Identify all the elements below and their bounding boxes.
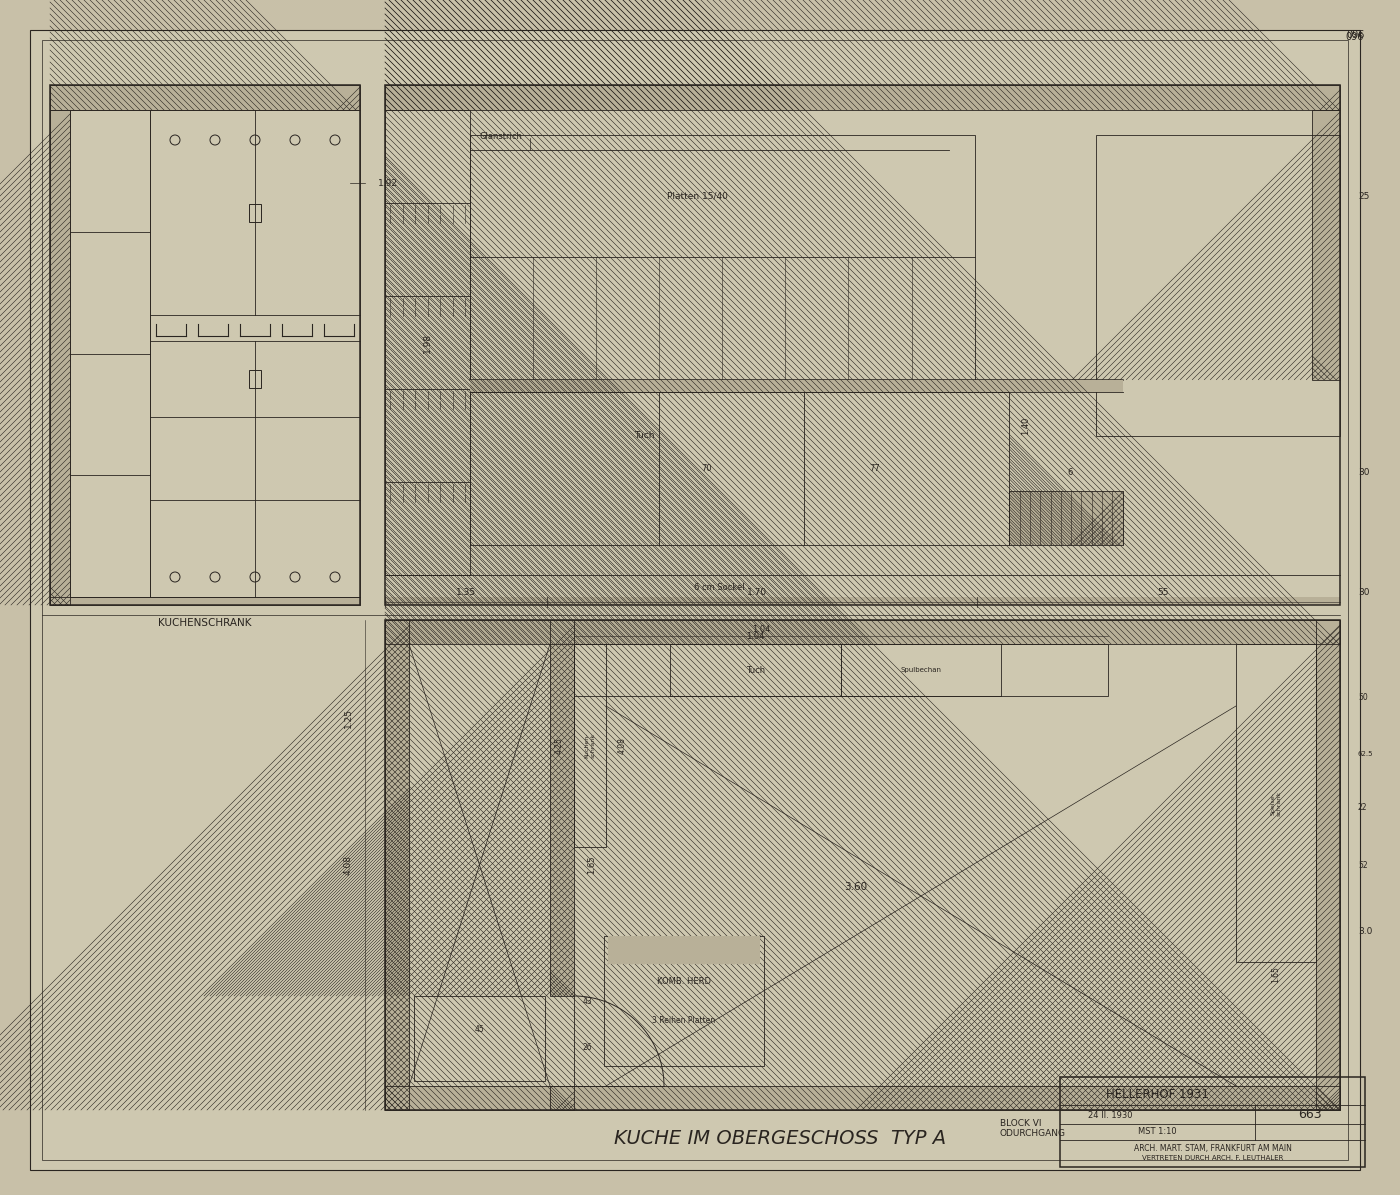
Bar (671, 644, 841, 695)
Text: 70: 70 (701, 464, 711, 473)
Bar (550, 620, 574, 995)
Text: 77: 77 (869, 464, 881, 473)
Text: 096: 096 (1347, 30, 1365, 39)
Bar (50, 110, 70, 605)
Bar (385, 1086, 1340, 1110)
Bar (249, 204, 260, 222)
Bar (841, 644, 1001, 695)
Text: 30: 30 (1358, 468, 1369, 477)
Bar (50, 85, 360, 110)
Text: 52: 52 (1358, 860, 1368, 870)
Text: 1.70: 1.70 (748, 588, 767, 596)
Text: 1.25: 1.25 (344, 707, 353, 728)
Text: VERTRETEN DURCH ARCH. F. LEUTHALER: VERTRETEN DURCH ARCH. F. LEUTHALER (1142, 1156, 1284, 1162)
Text: 22: 22 (1358, 803, 1368, 813)
Bar (414, 995, 545, 1081)
Bar (385, 620, 1340, 644)
Bar (1316, 620, 1340, 1110)
Text: 6 cm Sockel: 6 cm Sockel (694, 582, 745, 592)
Text: KOMB. HERD: KOMB. HERD (657, 978, 711, 986)
Text: 4.08: 4.08 (617, 737, 627, 754)
Bar (608, 936, 760, 964)
Bar (385, 110, 470, 575)
Bar (150, 110, 360, 598)
Bar (470, 392, 1009, 545)
Bar (385, 620, 1340, 644)
Text: Tuch: Tuch (634, 431, 654, 440)
Bar (70, 110, 150, 598)
Bar (574, 644, 1109, 695)
Text: KUCHENSCHRANK: KUCHENSCHRANK (158, 618, 252, 629)
Text: 30: 30 (1358, 588, 1369, 596)
Bar (550, 1086, 574, 1110)
Text: 1.04: 1.04 (746, 631, 764, 641)
Text: 1.65: 1.65 (588, 856, 596, 875)
Text: 55: 55 (1158, 588, 1169, 596)
Text: 1.40: 1.40 (1022, 417, 1030, 435)
Text: 3 Reihen Platten: 3 Reihen Platten (652, 1016, 715, 1025)
Bar (1316, 620, 1340, 1110)
Bar (385, 1086, 1340, 1110)
Bar (1009, 491, 1123, 545)
Bar (385, 85, 1340, 110)
Text: 4.08: 4.08 (344, 854, 353, 875)
Bar (550, 1086, 574, 1110)
Text: 1.98: 1.98 (423, 332, 433, 353)
Bar (1060, 1077, 1365, 1168)
Text: 25: 25 (1358, 191, 1369, 201)
Text: 1.65: 1.65 (1271, 966, 1281, 982)
Text: BLOCK VI: BLOCK VI (1000, 1119, 1042, 1128)
Text: Speise-
schrank: Speise- schrank (1271, 791, 1281, 816)
Bar (550, 620, 574, 995)
Text: HELLERHOF 1931: HELLERHOF 1931 (1106, 1089, 1208, 1102)
Text: Tuch: Tuch (746, 666, 766, 674)
Text: 1.35: 1.35 (456, 588, 476, 596)
Text: 26: 26 (582, 1043, 592, 1053)
Text: 6: 6 (1068, 468, 1072, 477)
Text: 3.0: 3.0 (1358, 927, 1372, 936)
Bar (470, 380, 1123, 392)
Text: Platten 15/40: Platten 15/40 (666, 191, 728, 201)
Bar (249, 370, 260, 388)
Bar (385, 85, 1340, 605)
Text: 1.04: 1.04 (752, 625, 770, 633)
Text: Glanstrich: Glanstrich (480, 131, 522, 141)
Bar (1009, 491, 1123, 545)
Bar (470, 135, 974, 380)
Bar (50, 598, 360, 605)
Bar (385, 85, 1340, 110)
Bar (1096, 135, 1340, 435)
Bar (1236, 644, 1316, 962)
Text: ARCH. MART. STAM, FRANKFURT AM MAIN: ARCH. MART. STAM, FRANKFURT AM MAIN (1134, 1145, 1291, 1153)
Text: 663: 663 (1298, 1109, 1322, 1121)
Bar (385, 620, 409, 1110)
Bar (150, 319, 360, 342)
Text: 45: 45 (475, 1025, 484, 1035)
Text: 096: 096 (1345, 32, 1364, 42)
Text: KUCHE IM OBERGESCHOSS  TYP A: KUCHE IM OBERGESCHOSS TYP A (615, 1128, 946, 1147)
Text: 62.5: 62.5 (1358, 752, 1373, 758)
Bar (574, 644, 606, 847)
Bar (385, 598, 1340, 605)
Bar (385, 620, 409, 1110)
Text: Kuchen-
schrank: Kuchen- schrank (585, 733, 595, 759)
Bar (50, 85, 360, 110)
Text: 24 II. 1930: 24 II. 1930 (1088, 1110, 1133, 1120)
Bar (50, 85, 360, 605)
Text: Spulbechan: Spulbechan (900, 667, 942, 673)
Bar (1312, 110, 1340, 380)
Bar (385, 620, 1340, 1110)
Text: ODURCHGANG: ODURCHGANG (1000, 1128, 1065, 1138)
Text: 50: 50 (1358, 693, 1368, 701)
Text: 4.25: 4.25 (554, 737, 564, 754)
Bar (50, 598, 360, 605)
Bar (50, 110, 70, 605)
Text: MST 1:10: MST 1:10 (1138, 1128, 1176, 1136)
Text: 3.60: 3.60 (844, 882, 868, 893)
Text: 1.92: 1.92 (378, 178, 398, 188)
Bar (1312, 110, 1340, 380)
Text: 43: 43 (582, 997, 592, 1005)
Bar (603, 936, 764, 1066)
